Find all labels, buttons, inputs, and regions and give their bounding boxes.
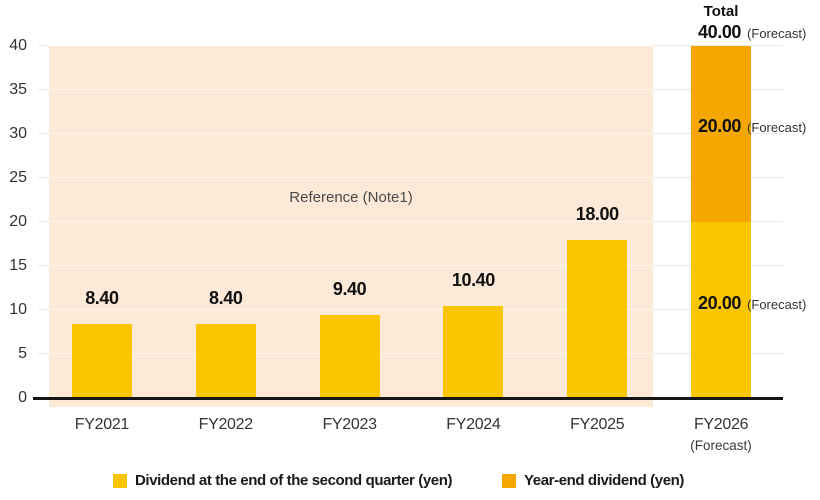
- q2-dividend-forecast-annotation: 20.00 (Forecast): [698, 291, 806, 315]
- x-axis-label-fy2026: FY2026: [693, 416, 749, 433]
- gridline-y10: [38, 309, 783, 310]
- legend-label-q2-dividend: Dividend at the end of the second quarte…: [135, 472, 453, 489]
- bar-value-label-fy2024: 10.40: [451, 270, 495, 291]
- total-value: 40.00: [698, 22, 742, 42]
- gridline-y15: [38, 265, 783, 266]
- y-axis-tick-0: 0: [18, 389, 27, 406]
- x-axis-line: [33, 397, 783, 400]
- legend-item-year-end-dividend: Year-end dividend (yen): [502, 471, 684, 491]
- y-axis-tick-5: 5: [18, 345, 27, 362]
- bar-fy2026-q2-dividend: [691, 222, 752, 398]
- total-label: Total: [703, 3, 739, 20]
- year-end-forecast-value: 20.00: [698, 116, 742, 136]
- y-axis-tick-15: 15: [9, 257, 27, 274]
- gridline-y30: [38, 133, 783, 134]
- bar-value-label-fy2023: 9.40: [332, 279, 367, 300]
- x-axis-label-fy2022: FY2022: [198, 416, 254, 433]
- gridline-y35: [38, 89, 783, 90]
- bar-fy2024-q2-dividend: [443, 306, 504, 398]
- q2-dividend-swatch-icon: [113, 474, 127, 488]
- bar-value-label-fy2021: 8.40: [85, 288, 119, 309]
- x-axis-label-fy2025: FY2025: [570, 416, 625, 433]
- x-axis-label-fy2024: FY2024: [446, 416, 501, 433]
- y-axis-tick-40: 40: [9, 37, 27, 54]
- total-value-annotation: 40.00 (Forecast): [698, 20, 806, 44]
- bar-fy2026-year-end-dividend: [691, 46, 752, 222]
- q2-forecast-value: 20.00: [698, 293, 742, 313]
- year-end-dividend-swatch-icon: [502, 474, 516, 488]
- bar-value-label-fy2022: 8.40: [209, 288, 243, 309]
- year-end-forecast-suffix: (Forecast): [747, 120, 807, 135]
- bar-fy2025-q2-dividend: [567, 239, 628, 398]
- y-axis-tick-25: 25: [9, 169, 27, 186]
- total-forecast-suffix: (Forecast): [747, 26, 807, 41]
- year-end-dividend-forecast-annotation: 20.00 (Forecast): [698, 114, 806, 138]
- y-axis-tick-20: 20: [9, 213, 27, 230]
- gridline-y25: [38, 177, 783, 178]
- legend-item-q2-dividend: Dividend at the end of the second quarte…: [113, 471, 452, 491]
- y-axis-tick-35: 35: [9, 81, 27, 98]
- q2-forecast-suffix: (Forecast): [747, 297, 807, 312]
- bar-fy2021-q2-dividend: [71, 324, 132, 398]
- y-axis-tick-10: 10: [9, 301, 27, 318]
- bar-value-label-fy2025: 18.00: [575, 203, 619, 224]
- y-axis-tick-30: 30: [9, 125, 27, 142]
- x-axis-label-fy2021: FY2021: [74, 416, 130, 433]
- reference-note-label: Reference (Note1): [289, 189, 413, 206]
- bar-fy2022-q2-dividend: [195, 324, 256, 398]
- x-axis-sublabel-fy2026: (Forecast): [690, 438, 752, 453]
- legend-label-year-end-dividend: Year-end dividend (yen): [524, 472, 685, 489]
- x-axis-label-fy2023: FY2023: [322, 416, 377, 433]
- gridline-y40: [38, 45, 783, 46]
- gridline-y5: [38, 353, 783, 354]
- gridline-y20: [38, 221, 783, 222]
- bar-fy2023-q2-dividend: [319, 315, 380, 398]
